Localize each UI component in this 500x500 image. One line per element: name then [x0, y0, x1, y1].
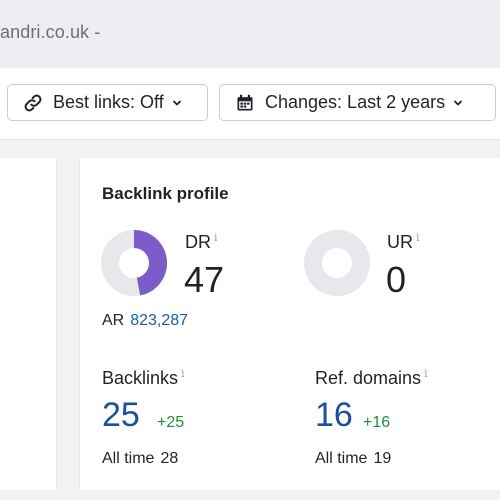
- link-icon: [22, 92, 44, 114]
- ref-domains-label-text: Ref. domains: [315, 368, 422, 388]
- ref-domains-all-time-value[interactable]: 19: [373, 450, 392, 467]
- backlink-profile-card: Backlink profile DR i 47 UR i 0 AR 823,287 …: [79, 158, 500, 490]
- calendar-icon: [234, 92, 256, 114]
- best-links-label: Best links: Off: [53, 92, 164, 112]
- ref-domains-value[interactable]: 16: [315, 396, 353, 434]
- ar-row: AR 823,287: [102, 312, 188, 330]
- domain-text: andri.co.uk -: [0, 22, 101, 42]
- changes-button[interactable]: Changes: Last 2 years: [219, 84, 496, 121]
- backlinks-label: Backlinks i: [102, 367, 185, 389]
- ar-label: AR: [102, 312, 125, 329]
- ur-label-text: UR: [387, 232, 413, 252]
- chevron-down-icon: [171, 97, 183, 109]
- best-links-button[interactable]: Best links: Off: [7, 84, 208, 121]
- backlinks-all-time: All time 28: [102, 450, 178, 468]
- ur-donut-chart: [304, 230, 370, 296]
- chevron-down-icon: [452, 97, 464, 109]
- dr-label-text: DR: [185, 232, 211, 252]
- ur-info-icon[interactable]: i: [416, 231, 420, 244]
- backlinks-info-icon[interactable]: i: [181, 367, 185, 380]
- toolbar: Best links: Off Changes: Last 2 years: [0, 68, 500, 140]
- dr-value: 47: [184, 259, 225, 300]
- backlinks-value[interactable]: 25: [102, 396, 140, 434]
- ref-domains-info-icon[interactable]: i: [424, 367, 428, 380]
- ref-domains-all-time-label: All time: [315, 450, 368, 467]
- left-card: [0, 158, 57, 490]
- ur-donut-track: [304, 230, 370, 296]
- ur-value: 0: [386, 259, 407, 300]
- backlinks-delta[interactable]: +25: [157, 414, 185, 431]
- backlinks-label-text: Backlinks: [102, 368, 179, 388]
- dr-donut-fill: [133, 230, 167, 296]
- top-bar: andri.co.uk -: [0, 0, 500, 68]
- card-title: Backlink profile: [102, 184, 229, 203]
- ur-label: UR i: [387, 231, 420, 253]
- backlinks-all-time-label: All time: [102, 450, 155, 467]
- dr-donut-chart: [101, 230, 167, 296]
- ref-domains-label: Ref. domains i: [315, 367, 428, 389]
- backlinks-all-time-value[interactable]: 28: [160, 450, 179, 467]
- ref-domains-delta[interactable]: +16: [363, 414, 391, 431]
- ar-value[interactable]: 823,287: [130, 312, 189, 329]
- changes-label: Changes: Last 2 years: [265, 92, 446, 112]
- dr-label: DR i: [185, 231, 218, 253]
- ref-domains-all-time: All time 19: [315, 450, 391, 468]
- dr-info-icon[interactable]: i: [214, 231, 218, 244]
